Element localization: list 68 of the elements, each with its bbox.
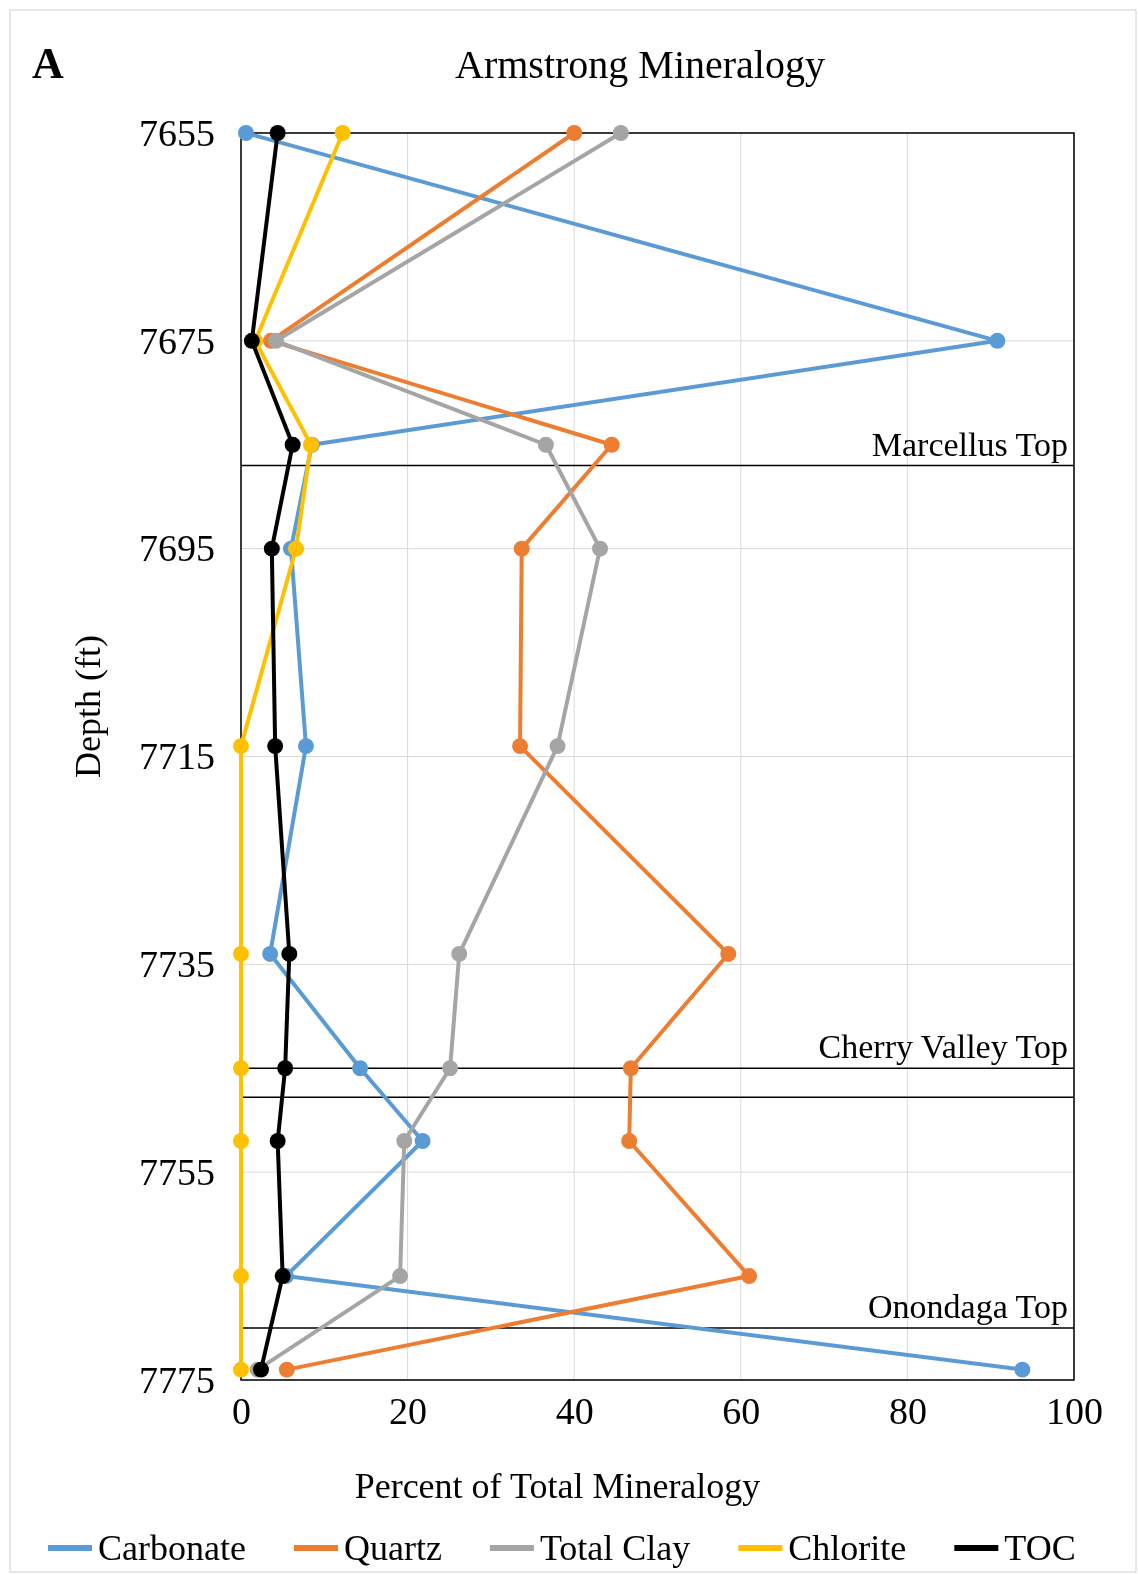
legend-label: Total Clay [539, 1528, 691, 1568]
x-tick-label: 60 [722, 1390, 761, 1433]
point [253, 1361, 269, 1378]
point [233, 945, 249, 962]
y-tick-label: 7735 [139, 942, 215, 985]
y-tick-label: 7715 [139, 735, 215, 778]
text: A [32, 39, 64, 88]
legend-label: TOC [1004, 1528, 1076, 1568]
point [1014, 1361, 1031, 1378]
point [274, 1268, 291, 1285]
point [268, 332, 284, 349]
legend-label: Carbonate [98, 1528, 246, 1568]
ref-line-label: Onondaga Top [867, 1288, 1068, 1326]
point [352, 1060, 369, 1077]
point [267, 738, 284, 755]
point [262, 945, 279, 962]
point [392, 1268, 409, 1285]
x-tick-label: 0 [232, 1390, 251, 1433]
point [233, 1361, 249, 1378]
point [243, 332, 260, 349]
point [566, 125, 583, 141]
x-tick-label: 100 [1046, 1390, 1103, 1433]
point [513, 540, 530, 557]
point [622, 1060, 639, 1077]
point [277, 1060, 294, 1077]
point [549, 738, 566, 755]
point [414, 1133, 431, 1149]
x-tick-label: 20 [389, 1390, 428, 1433]
point [278, 1361, 295, 1378]
y-tick-label: 7695 [139, 527, 215, 570]
point [263, 540, 280, 557]
chart-title: Armstrong Mineralogy [455, 42, 825, 87]
point [603, 436, 620, 453]
point [612, 125, 629, 141]
point [233, 1060, 249, 1077]
point [442, 1060, 459, 1077]
point [233, 1133, 249, 1149]
y-tick-label: 7775 [139, 1358, 215, 1401]
y-tick-label: 7655 [139, 111, 215, 154]
point [233, 738, 249, 755]
y-tick-label: 7675 [139, 319, 215, 362]
legend-label: Chlorite [788, 1528, 907, 1568]
point [537, 436, 554, 453]
x-axis-title: Percent of Total Mineralogy [354, 1466, 761, 1506]
point [621, 1133, 638, 1149]
point [269, 125, 286, 141]
point [592, 540, 608, 557]
point [741, 1268, 758, 1285]
ref-line-label: Cherry Valley Top [818, 1028, 1068, 1066]
point [396, 1133, 413, 1149]
x-tick-label: 40 [555, 1390, 594, 1433]
point [238, 125, 254, 141]
point [281, 945, 298, 962]
point [288, 540, 304, 557]
point [989, 332, 1006, 349]
point [451, 945, 468, 962]
point [269, 1133, 286, 1149]
point [720, 945, 737, 962]
x-tick-label: 80 [888, 1390, 927, 1433]
point [297, 738, 314, 755]
point [512, 738, 529, 755]
legend-label: Quartz [343, 1528, 442, 1568]
point [334, 125, 351, 141]
point [233, 1268, 249, 1285]
y-axis-title: Depth (ft) [68, 635, 108, 778]
y-tick-label: 7755 [139, 1150, 215, 1193]
point [284, 436, 301, 453]
ref-line-label: Marcellus Top [871, 425, 1068, 463]
